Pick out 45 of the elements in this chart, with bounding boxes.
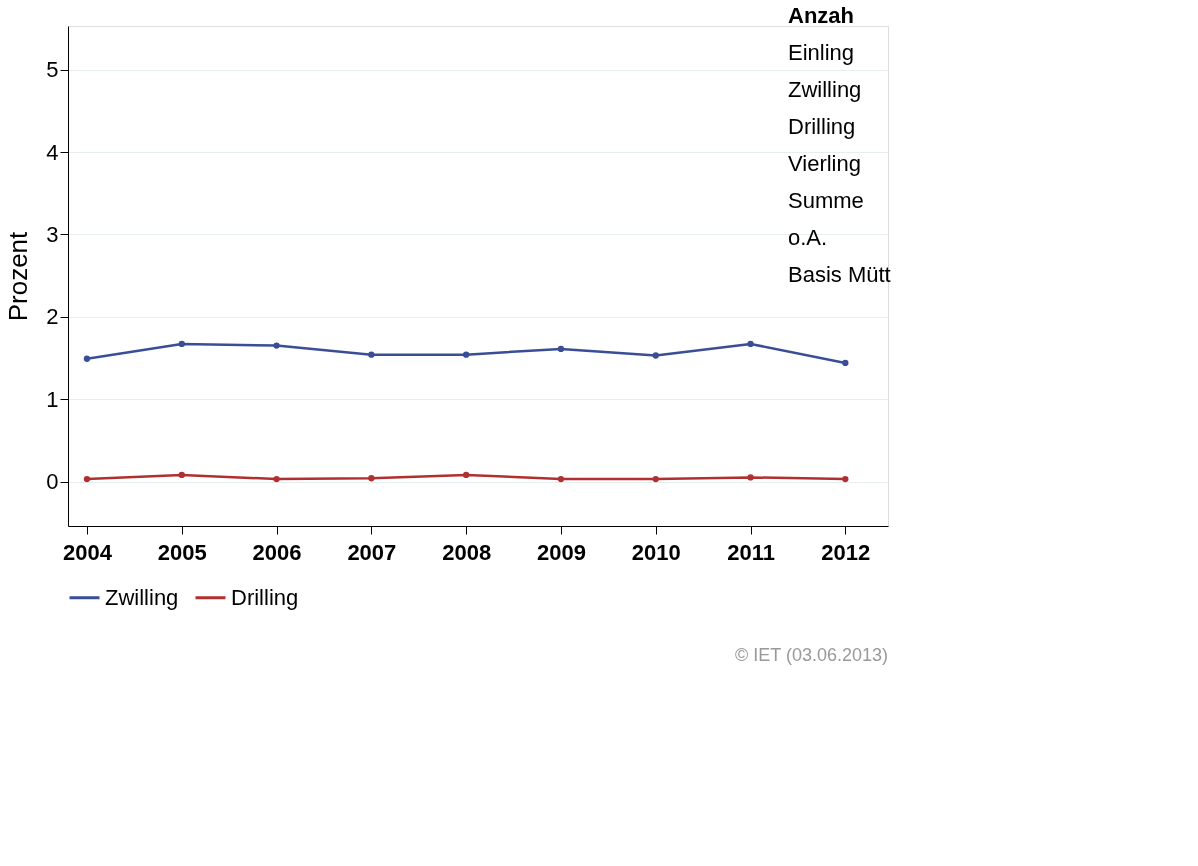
point <box>747 340 754 348</box>
legend-label: Zwilling <box>105 584 179 610</box>
x-tick-label: 2005 <box>157 539 207 565</box>
point <box>652 475 659 483</box>
point <box>178 340 185 348</box>
point <box>462 351 470 358</box>
point <box>557 475 565 483</box>
y-tick-label: 4 <box>46 139 59 165</box>
text: © IET (03.06.2013) <box>734 645 888 665</box>
y-tick-label: 3 <box>46 221 59 247</box>
x-tick-label: 2010 <box>631 539 681 565</box>
x-tick-label: 2006 <box>252 539 302 565</box>
annotation: Summe <box>788 188 864 213</box>
point <box>842 359 849 367</box>
point <box>462 471 470 479</box>
annotation: Basis Mütt <box>788 262 891 287</box>
point <box>178 471 185 479</box>
point <box>273 475 280 483</box>
y-tick-label: 0 <box>46 469 59 495</box>
y-tick-label: 5 <box>46 57 59 83</box>
point <box>83 355 91 362</box>
annotation: o.A. <box>788 225 828 250</box>
annotation: Anzah <box>788 3 854 28</box>
point <box>842 475 849 483</box>
point <box>557 345 565 353</box>
annotation: Vierling <box>788 151 861 176</box>
point <box>368 475 375 482</box>
point <box>83 475 91 483</box>
x-tick-label: 2011 <box>727 539 775 565</box>
x-tick-label: 2007 <box>347 539 397 565</box>
point <box>368 351 375 358</box>
point <box>652 352 659 359</box>
x-tick-label: 2012 <box>821 539 871 565</box>
annotation: Zwilling <box>788 77 862 102</box>
point <box>273 342 280 349</box>
y-tick-label: 2 <box>46 304 59 330</box>
y-axis-title: Prozent <box>3 230 34 322</box>
annotation: Drilling <box>788 114 856 139</box>
x-tick-label: 2004 <box>62 539 113 565</box>
legend-label: Drilling <box>231 584 299 610</box>
x-tick-label: 2008 <box>442 539 492 565</box>
y-tick-label: 1 <box>46 386 59 412</box>
annotation: Einling <box>788 40 855 65</box>
point <box>747 474 754 481</box>
x-tick-label: 2009 <box>536 539 586 565</box>
